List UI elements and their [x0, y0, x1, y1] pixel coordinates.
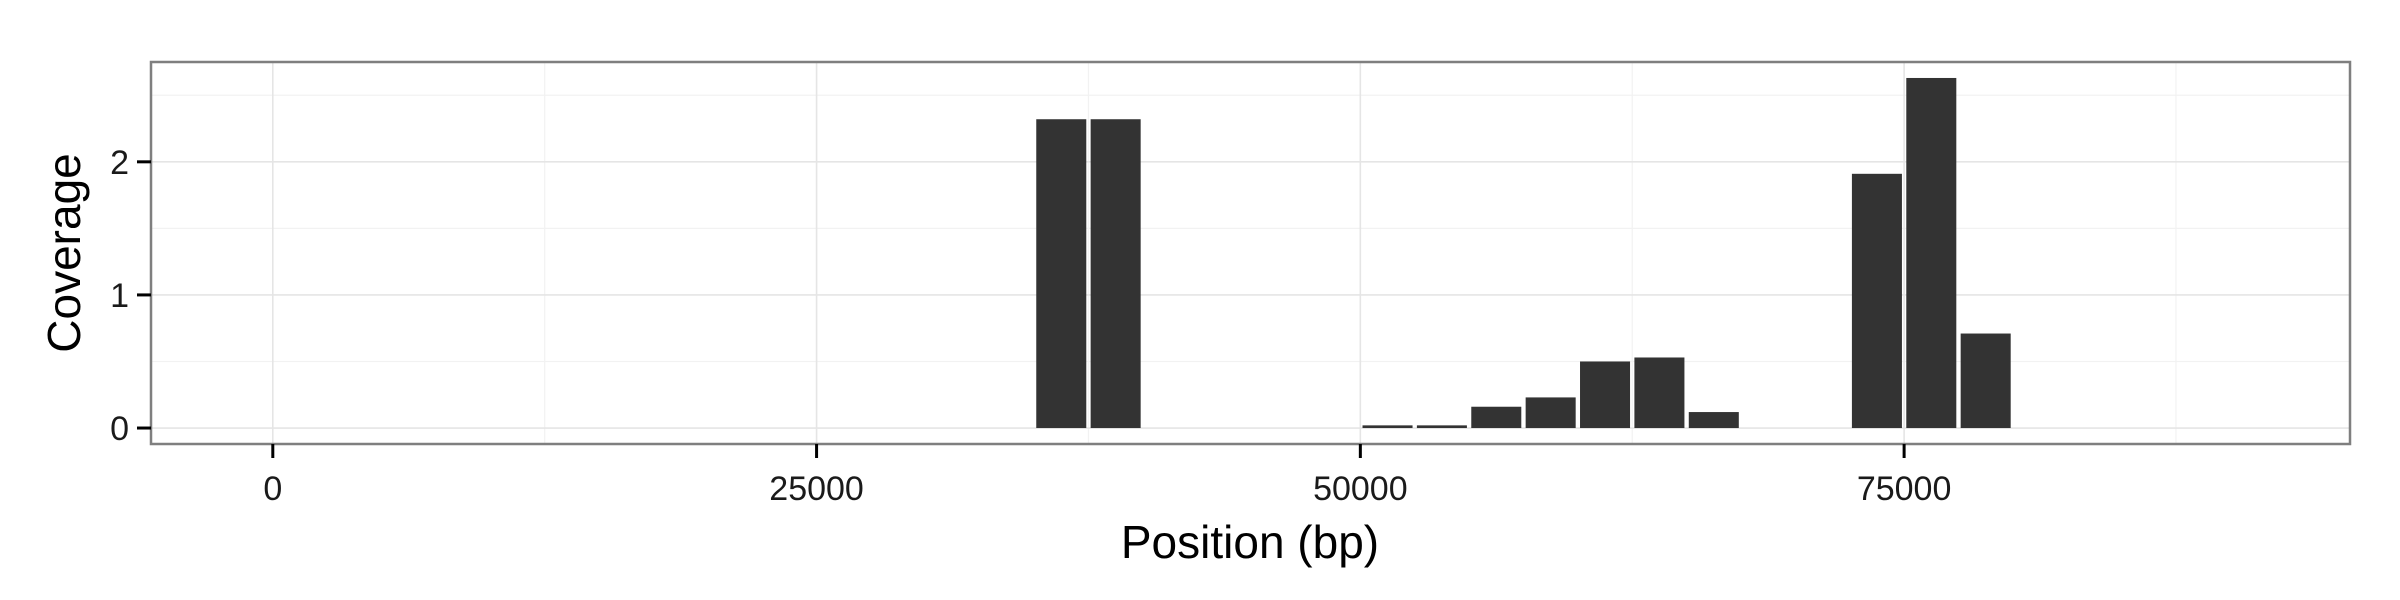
- bar-series: [1036, 77, 2011, 429]
- x-axis-ticks: 0 25000 50000 75000: [263, 444, 1951, 508]
- x-tick-label: 50000: [1313, 470, 1408, 508]
- y-axis-title: Coverage: [38, 153, 90, 352]
- bar: [1688, 412, 1739, 429]
- bar: [1634, 357, 1685, 429]
- bar: [1525, 397, 1576, 429]
- x-axis-title: Position (bp): [1121, 516, 1379, 568]
- bar: [1090, 119, 1141, 429]
- y-tick-label: 1: [110, 277, 129, 315]
- y-axis-ticks: 0 1 2: [110, 144, 151, 448]
- y-tick-label: 0: [110, 410, 129, 448]
- x-tick-label: 0: [263, 470, 282, 508]
- plot-panel-border: [149, 60, 2352, 446]
- bar: [1906, 77, 1957, 429]
- bar: [1036, 119, 1087, 429]
- bar: [1960, 333, 2011, 429]
- x-tick-label: 75000: [1857, 470, 1952, 508]
- bar: [1851, 173, 1902, 429]
- x-tick-label: 25000: [769, 470, 864, 508]
- y-tick-label: 2: [110, 144, 129, 182]
- bar: [1471, 406, 1522, 429]
- bar: [1362, 425, 1413, 429]
- bar: [1580, 361, 1631, 429]
- bar: [1416, 425, 1467, 429]
- grid-lines: [151, 62, 2350, 444]
